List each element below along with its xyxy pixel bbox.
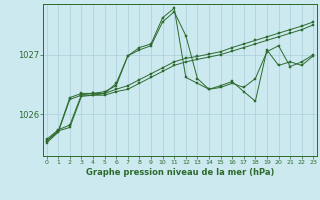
X-axis label: Graphe pression niveau de la mer (hPa): Graphe pression niveau de la mer (hPa) <box>86 168 274 177</box>
